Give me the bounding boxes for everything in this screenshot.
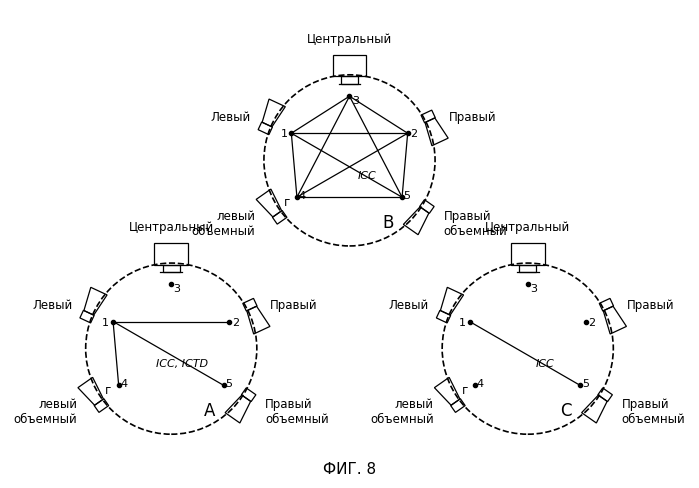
Text: 5: 5 [225, 378, 232, 388]
Bar [511, 244, 545, 265]
Text: 1: 1 [102, 317, 109, 327]
Text: Левый: Левый [210, 110, 251, 123]
Text: A: A [204, 402, 215, 419]
Text: г: г [462, 384, 468, 396]
Text: ICC: ICC [536, 359, 554, 368]
Bar [519, 265, 536, 272]
Text: 2: 2 [410, 129, 417, 139]
Bar [163, 265, 180, 272]
Text: левый
объемный: левый объемный [13, 398, 78, 426]
Text: 2: 2 [232, 317, 239, 327]
Text: Правый: Правый [626, 298, 675, 311]
Text: ФИГ. 8: ФИГ. 8 [323, 461, 376, 476]
Text: Левый: Левый [389, 298, 429, 311]
Text: Правый: Правый [270, 298, 318, 311]
Text: Правый
объемный: Правый объемный [443, 210, 507, 238]
Text: 1: 1 [459, 317, 466, 327]
Text: Центральный: Центральный [129, 221, 214, 234]
Text: 3: 3 [173, 284, 180, 294]
Text: ICC, ICTD: ICC, ICTD [156, 359, 208, 368]
Text: Правый: Правый [448, 110, 496, 123]
Text: 1: 1 [280, 129, 287, 139]
Text: левый
объемный: левый объемный [370, 398, 434, 426]
Text: C: C [561, 402, 572, 419]
Text: 4: 4 [477, 378, 484, 388]
Text: 5: 5 [582, 378, 589, 388]
Text: Левый: Левый [32, 298, 73, 311]
Text: г: г [284, 196, 290, 208]
Bar [154, 244, 188, 265]
Bar [341, 77, 358, 84]
Text: г: г [106, 384, 112, 396]
Bar [333, 56, 366, 77]
Text: Правый
объемный: Правый объемный [265, 398, 329, 426]
Text: Центральный: Центральный [307, 33, 392, 46]
Text: левый
объемный: левый объемный [192, 210, 256, 238]
Text: ICC: ICC [358, 171, 376, 181]
Text: Центральный: Центральный [485, 221, 570, 234]
Text: 2: 2 [589, 317, 596, 327]
Text: 3: 3 [352, 96, 359, 106]
Text: 4: 4 [120, 378, 127, 388]
Text: 4: 4 [298, 190, 305, 201]
Text: 5: 5 [403, 190, 410, 201]
Text: Правый
объемный: Правый объемный [621, 398, 686, 426]
Text: 3: 3 [530, 284, 537, 294]
Text: B: B [382, 214, 394, 231]
